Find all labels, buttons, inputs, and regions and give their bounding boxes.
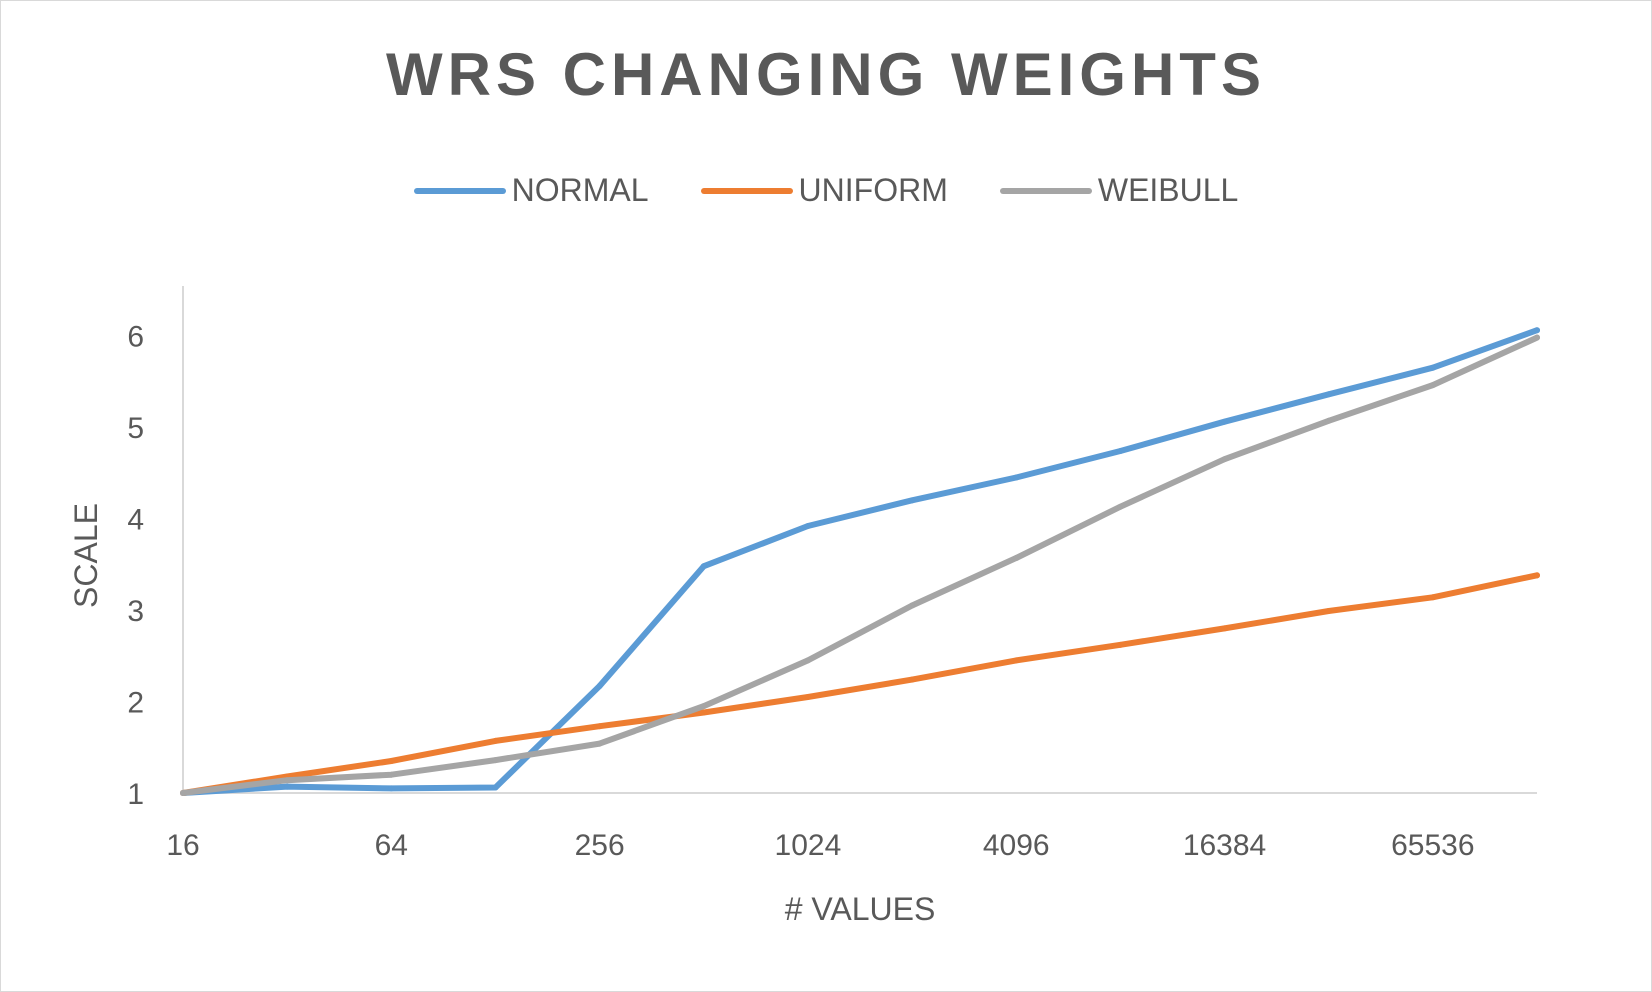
x-axis-title: # VALUES xyxy=(785,891,936,927)
legend: NORMAL UNIFORM WEIBULL xyxy=(0,172,1652,209)
data-point-weibull xyxy=(284,777,291,784)
x-tick-label: 1024 xyxy=(775,829,842,862)
data-point-normal xyxy=(284,783,291,790)
data-point-uniform xyxy=(909,676,916,683)
data-point-normal xyxy=(1117,447,1124,454)
data-point-normal xyxy=(1013,474,1020,481)
tick-labels: 16 64 256 1024 4096 16384 65536 1 2 3 4 5 6 xyxy=(127,321,1474,862)
data-point-weibull xyxy=(804,657,811,664)
data-point-uniform xyxy=(1429,594,1436,601)
data-point-weibull xyxy=(1221,456,1228,463)
series-line-weibull xyxy=(180,334,1540,796)
data-point-uniform xyxy=(700,709,707,716)
data-point-uniform xyxy=(492,737,499,744)
data-point-weibull xyxy=(1013,554,1020,561)
data-point-uniform xyxy=(1013,657,1020,664)
data-point-uniform xyxy=(596,723,603,730)
y-tick-label: 5 xyxy=(127,412,144,445)
chart-title: WRS CHANGING WEIGHTS xyxy=(386,41,1266,108)
data-point-normal xyxy=(700,563,707,570)
legend-item-weibull: WEIBULL xyxy=(999,172,1239,209)
legend-swatch-weibull xyxy=(999,187,1092,194)
y-axis-title: SCALE xyxy=(68,503,104,608)
x-tick-label: 4096 xyxy=(983,829,1050,862)
x-tick-label: 16 xyxy=(166,829,199,862)
y-tick-label: 1 xyxy=(127,778,144,811)
data-point-weibull xyxy=(492,757,499,764)
data-point-normal xyxy=(909,497,916,504)
data-point-weibull xyxy=(180,790,186,796)
data-point-normal xyxy=(804,522,811,529)
data-point-weibull xyxy=(909,602,916,609)
legend-swatch-uniform xyxy=(700,187,793,194)
data-point-weibull xyxy=(1117,503,1124,510)
legend-label-uniform: UNIFORM xyxy=(798,172,948,208)
x-tick-label: 64 xyxy=(375,829,408,862)
legend-label-weibull: WEIBULL xyxy=(1097,172,1239,208)
data-point-normal xyxy=(388,785,395,792)
data-point-weibull xyxy=(1534,334,1540,341)
data-point-uniform xyxy=(1221,625,1228,632)
x-tick-label: 256 xyxy=(575,829,625,862)
y-tick-label: 3 xyxy=(127,595,144,628)
series-line-uniform xyxy=(180,572,1540,796)
data-point-uniform xyxy=(1534,572,1540,579)
data-point-normal xyxy=(1221,418,1228,425)
legend-swatch-normal xyxy=(413,187,506,194)
data-point-weibull xyxy=(596,740,603,747)
data-point-uniform xyxy=(1117,641,1124,648)
legend-item-normal: NORMAL xyxy=(413,172,649,209)
y-tick-label: 4 xyxy=(127,504,144,537)
data-point-normal xyxy=(492,784,499,791)
data-point-normal xyxy=(1534,327,1540,334)
data-point-weibull xyxy=(1325,417,1332,424)
legend-item-uniform: UNIFORM xyxy=(700,172,948,209)
data-point-normal xyxy=(1429,364,1436,371)
y-tick-label: 6 xyxy=(127,321,144,354)
series-layer xyxy=(180,327,1540,796)
x-tick-label: 16384 xyxy=(1183,829,1266,862)
series-line-normal xyxy=(180,327,1540,796)
axes xyxy=(182,286,1537,794)
data-point-weibull xyxy=(388,771,395,778)
data-point-weibull xyxy=(700,703,707,710)
data-point-uniform xyxy=(804,693,811,700)
data-point-normal xyxy=(596,682,603,689)
y-tick-label: 2 xyxy=(127,687,144,720)
legend-label-normal: NORMAL xyxy=(511,172,649,208)
data-point-uniform xyxy=(1325,608,1332,615)
data-point-uniform xyxy=(388,757,395,764)
data-point-normal xyxy=(1325,391,1332,398)
x-tick-label: 65536 xyxy=(1391,829,1474,862)
data-point-weibull xyxy=(1429,382,1436,389)
